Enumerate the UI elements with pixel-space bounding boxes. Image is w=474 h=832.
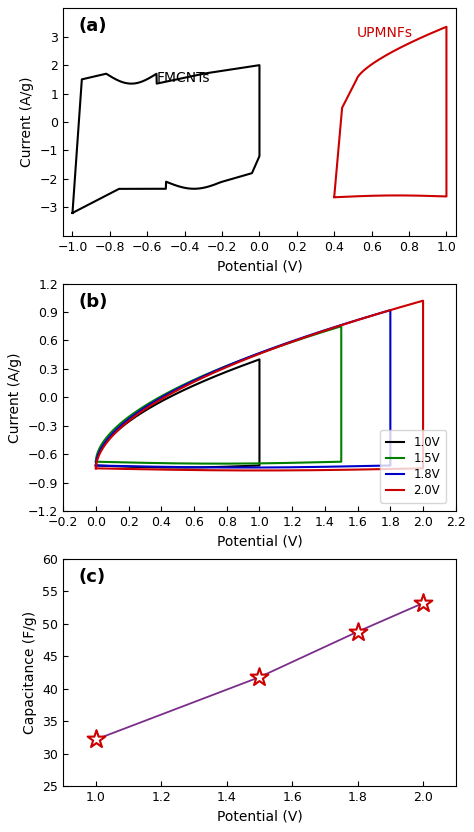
2.0V: [93, 463, 99, 473]
1.5V: [93, 457, 99, 467]
2.0V: [420, 295, 426, 305]
Line: 1.0V: 1.0V: [96, 359, 259, 468]
1.8V: [93, 460, 99, 470]
1.5V: [333, 457, 338, 467]
1.0V: [253, 461, 258, 471]
1.8V: [93, 460, 99, 470]
1.5V: [102, 434, 108, 444]
1.5V: [181, 379, 187, 389]
Line: 1.5V: 1.5V: [96, 326, 341, 463]
1.8V: [276, 463, 282, 473]
2.0V: [257, 465, 263, 475]
1.0V: [175, 463, 181, 473]
Text: (a): (a): [79, 17, 107, 36]
Point: [255, 671, 263, 684]
Point: [419, 597, 427, 610]
2.0V: [389, 305, 395, 314]
Text: (c): (c): [79, 568, 106, 586]
Y-axis label: Current (A/g): Current (A/g): [9, 352, 22, 443]
1.5V: [93, 457, 99, 467]
1.8V: [240, 463, 246, 473]
1.0V: [194, 463, 200, 473]
Text: UPMNFs: UPMNFs: [357, 26, 413, 40]
Y-axis label: Capacitance (F/g): Capacitance (F/g): [23, 611, 36, 734]
1.5V: [315, 329, 321, 339]
Point: [354, 625, 361, 638]
1.8V: [104, 435, 110, 445]
2.0V: [296, 465, 302, 475]
1.5V: [338, 321, 344, 331]
1.5V: [246, 458, 251, 468]
1.0V: [114, 461, 119, 471]
1.0V: [152, 400, 157, 410]
1.0V: [256, 354, 262, 364]
1.5V: [216, 458, 221, 468]
Line: 2.0V: 2.0V: [96, 300, 423, 470]
1.0V: [93, 460, 99, 470]
Text: (b): (b): [79, 293, 108, 310]
1.0V: [241, 360, 247, 370]
2.0V: [210, 368, 216, 378]
1.5V: [124, 458, 130, 468]
Point: [92, 733, 100, 746]
Y-axis label: Current (A/g): Current (A/g): [20, 77, 34, 167]
2.0V: [105, 436, 111, 446]
1.8V: [130, 461, 136, 471]
Legend: 1.0V, 1.5V, 1.8V, 2.0V: 1.0V, 1.5V, 1.8V, 2.0V: [380, 430, 446, 503]
Text: FMCNTs: FMCNTs: [156, 72, 210, 85]
1.0V: [99, 443, 105, 453]
1.8V: [388, 305, 393, 315]
1.0V: [93, 460, 99, 470]
1.8V: [199, 372, 204, 382]
X-axis label: Potential (V): Potential (V): [217, 259, 302, 273]
2.0V: [93, 463, 99, 473]
X-axis label: Potential (V): Potential (V): [217, 810, 302, 824]
1.8V: [359, 314, 365, 324]
Line: 1.8V: 1.8V: [96, 310, 391, 468]
2.0V: [412, 463, 418, 473]
2.0V: [134, 464, 140, 474]
X-axis label: Potential (V): Potential (V): [217, 534, 302, 548]
1.8V: [381, 461, 386, 471]
